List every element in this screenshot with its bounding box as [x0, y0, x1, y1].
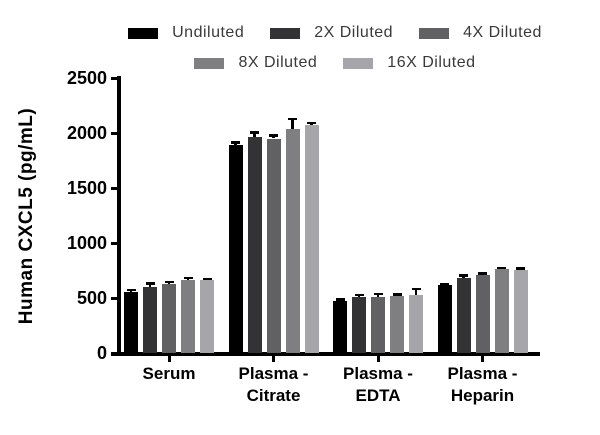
bar-plasma-heparin-undiluted — [437, 285, 452, 353]
error-bar-cap — [440, 282, 449, 286]
error-bar-stem — [414, 288, 418, 296]
bar-serum-undiluted — [124, 291, 138, 353]
legend-swatch-2x-diluted — [270, 27, 301, 39]
legend-item: Undiluted — [128, 24, 244, 42]
legend-label: 8X Diluted — [238, 54, 318, 71]
legend-label: 16X Diluted — [387, 54, 476, 71]
error-bar-cap — [392, 293, 402, 296]
bar-plasma-heparin-2x-diluted — [456, 277, 471, 353]
bar-plasma-edta-8x-diluted — [390, 295, 404, 353]
y-axis-tick — [111, 76, 118, 80]
y-tick-label: 500 — [76, 288, 107, 308]
error-bar-stem — [376, 293, 380, 297]
legend-label: Undiluted — [172, 24, 245, 41]
error-bar-stem — [272, 135, 275, 139]
x-category-label: Plasma - Heparin — [447, 364, 518, 405]
y-axis-tick — [111, 241, 118, 245]
legend-item: 4X Diluted — [419, 24, 542, 42]
error-bar-cap — [250, 131, 259, 134]
bar-plasma-edta-4x-diluted — [371, 296, 385, 353]
x-axis-tick — [272, 355, 275, 362]
x-category-label: Serum — [142, 364, 196, 383]
legend-swatch-4x-diluted — [419, 27, 450, 39]
y-axis-tick — [111, 131, 118, 135]
x-category-label: Plasma - Citrate — [238, 364, 309, 405]
x-axis-line — [111, 351, 540, 356]
bar-serum-2x-diluted — [143, 287, 157, 353]
error-bar-cap — [183, 276, 193, 280]
bar-serum-4x-diluted — [162, 283, 176, 353]
y-axis-tick — [111, 351, 118, 355]
bar-plasma-edta-16x-diluted — [409, 295, 423, 353]
x-axis-tick — [481, 355, 484, 362]
error-bar-cap — [269, 134, 278, 137]
bar-plasma-citrate-2x-diluted — [247, 137, 262, 353]
error-bar-cap — [335, 298, 345, 301]
y-tick-label: 0 — [96, 343, 107, 363]
legend-item: 8X Diluted — [194, 54, 317, 72]
legend-label: 4X Diluted — [463, 24, 542, 41]
bar-serum-16x-diluted — [200, 280, 214, 353]
x-category-label: Plasma - EDTA — [343, 364, 413, 405]
x-axis-tick — [167, 355, 171, 362]
error-bar-cap — [459, 274, 468, 277]
error-bar-cap — [411, 287, 421, 291]
error-bar-cap — [164, 280, 174, 283]
legend-item: 2X Diluted — [270, 24, 393, 42]
y-tick-label: 1000 — [66, 233, 107, 253]
y-axis-tick — [111, 186, 118, 190]
bar-plasma-edta-2x-diluted — [352, 296, 366, 353]
bar-serum-8x-diluted — [181, 280, 195, 353]
error-bar-stem — [291, 118, 294, 129]
bar-plasma-heparin-16x-diluted — [513, 269, 528, 353]
bar-plasma-citrate-undiluted — [228, 145, 243, 353]
y-axis-line — [117, 76, 121, 355]
bar-plasma-citrate-4x-diluted — [266, 138, 281, 353]
legend-item: 16X Diluted — [343, 54, 475, 72]
error-bar-stem — [253, 132, 256, 138]
legend-label: 2X Diluted — [314, 24, 394, 41]
legend-swatch-undiluted — [128, 27, 159, 39]
legend-swatch-8x-diluted — [194, 57, 225, 69]
error-bar-cap — [516, 267, 525, 270]
error-bar-cap — [354, 293, 364, 297]
error-bar-stem — [148, 283, 152, 287]
error-bar-cap — [478, 272, 487, 275]
y-axis-tick — [111, 296, 118, 300]
legend-row-1: Undiluted 2X Diluted 4X Diluted — [120, 24, 550, 42]
bar-plasma-edta-undiluted — [333, 300, 347, 353]
y-tick-label: 2500 — [66, 68, 107, 88]
x-axis-tick — [376, 355, 380, 362]
error-bar-cap — [231, 141, 240, 144]
error-bar-cap — [307, 121, 316, 125]
error-bar-cap — [373, 292, 383, 296]
y-axis-title: Human CXCL5 (pg/mL) — [16, 107, 37, 325]
bar-plasma-citrate-16x-diluted — [304, 125, 319, 353]
bar-plasma-heparin-4x-diluted — [475, 274, 490, 353]
legend-row-2: 8X Diluted 16X Diluted — [120, 54, 550, 72]
y-tick-label: 2000 — [66, 123, 107, 143]
bar-plasma-citrate-8x-diluted — [285, 128, 300, 353]
legend-swatch-16x-diluted — [343, 57, 374, 69]
error-bar-cap — [202, 277, 212, 281]
error-bar-cap — [126, 288, 136, 292]
error-bar-cap — [145, 282, 155, 285]
error-bar-cap — [497, 266, 506, 270]
bar-plasma-heparin-8x-diluted — [494, 269, 509, 353]
y-tick-label: 1500 — [66, 178, 107, 198]
error-bar-cap — [288, 117, 297, 121]
